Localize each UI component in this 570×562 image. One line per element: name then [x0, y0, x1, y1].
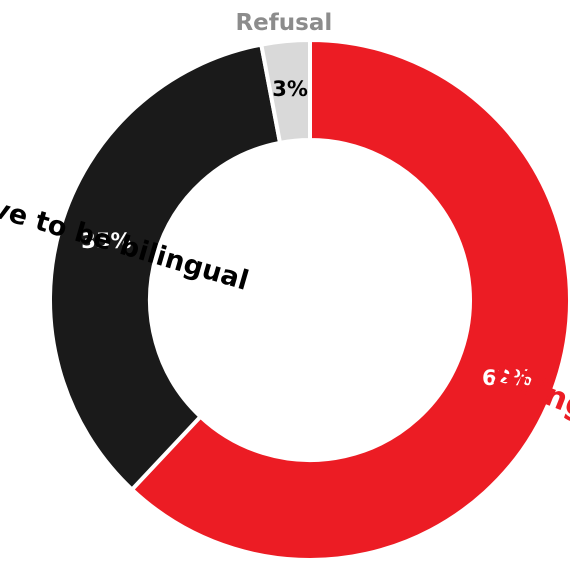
- slice-refusal: [258, 37, 312, 146]
- value-labels-group: 62% 35% 3%: [81, 77, 532, 390]
- category-label-refusal: Refusal: [235, 10, 332, 36]
- slice-doesn-t-have-to-be-bilingual: [48, 42, 283, 493]
- slice-bilingual: [129, 37, 570, 562]
- value-label-refusal: 3%: [272, 77, 308, 101]
- slices-group: [48, 37, 570, 562]
- value-label-bilingual: 62%: [482, 366, 532, 390]
- value-label-doesn-t-have-to-be-bilingual: 35%: [81, 229, 131, 253]
